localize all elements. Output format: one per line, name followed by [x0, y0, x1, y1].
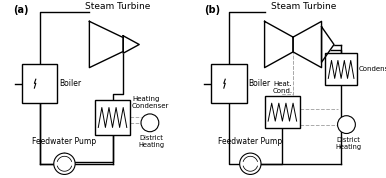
Text: Heating
Condenser: Heating Condenser [132, 96, 169, 109]
Text: Feedwater Pump: Feedwater Pump [32, 137, 96, 146]
Text: Heat.
Cond.: Heat. Cond. [272, 81, 293, 94]
Bar [22, 64, 58, 103]
Polygon shape [90, 21, 123, 68]
Bar [211, 64, 247, 103]
Text: Boiler: Boiler [59, 79, 81, 88]
Text: Feedwater Pump: Feedwater Pump [218, 137, 283, 146]
Polygon shape [322, 27, 334, 62]
Circle shape [54, 153, 75, 174]
Text: District
Heating: District Heating [335, 137, 361, 150]
Text: Condenser: Condenser [359, 66, 386, 72]
Polygon shape [293, 21, 322, 68]
Bar [325, 53, 357, 85]
Bar [95, 100, 130, 135]
Polygon shape [123, 36, 139, 53]
Bar [264, 96, 300, 128]
Polygon shape [264, 21, 293, 68]
Circle shape [240, 153, 261, 174]
Text: Steam Turbine: Steam Turbine [271, 2, 337, 11]
Text: (b): (b) [204, 5, 220, 15]
Text: (a): (a) [13, 5, 28, 15]
Text: District
Heating: District Heating [139, 135, 165, 148]
Text: Steam Turbine: Steam Turbine [85, 2, 151, 11]
Circle shape [141, 114, 159, 132]
Text: Boiler: Boiler [249, 79, 271, 88]
Circle shape [338, 116, 356, 134]
